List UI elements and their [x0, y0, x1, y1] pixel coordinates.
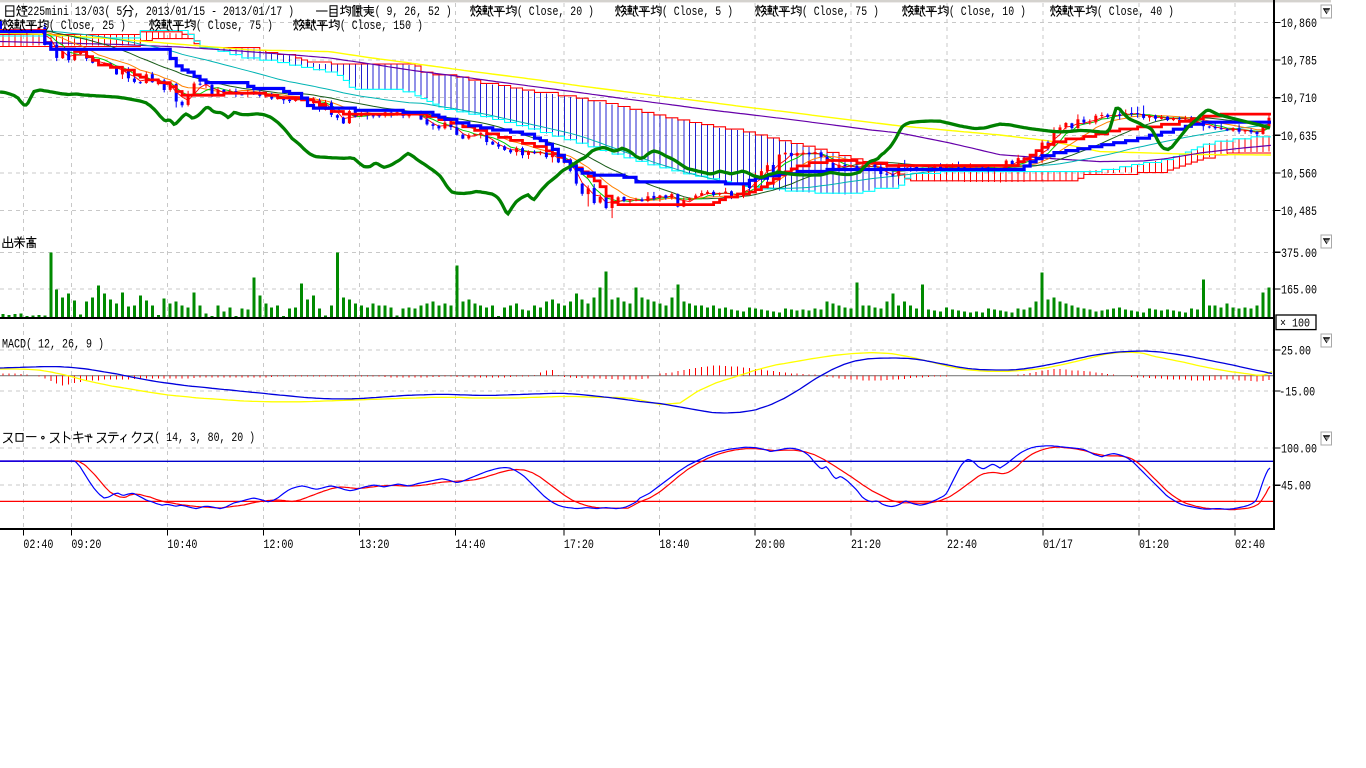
svg-text:10,710: 10,710	[1281, 92, 1317, 106]
svg-text:21:20: 21:20	[851, 538, 881, 552]
svg-text:( Close, 75 ): ( Close, 75 )	[196, 19, 273, 33]
svg-text:10,635: 10,635	[1281, 130, 1317, 144]
svg-text:( Close, 150 ): ( Close, 150 )	[340, 19, 423, 33]
svg-text:375.00: 375.00	[1281, 247, 1317, 261]
svg-text:-15.00: -15.00	[1279, 385, 1315, 399]
svg-text:10,860: 10,860	[1281, 17, 1317, 31]
svg-text:01/17: 01/17	[1043, 538, 1073, 552]
svg-text:MACD( 12, 26, 9 ): MACD( 12, 26, 9 )	[2, 338, 104, 352]
svg-text:13:20: 13:20	[359, 538, 389, 552]
svg-text:165.00: 165.00	[1281, 284, 1317, 298]
svg-text:( Close, 10 ): ( Close, 10 )	[949, 5, 1026, 19]
svg-text:10:40: 10:40	[167, 538, 197, 552]
svg-text:( 9, 26, 52 ): ( 9, 26, 52 )	[375, 5, 452, 19]
svg-text:02:40: 02:40	[23, 538, 53, 552]
svg-text:22:40: 22:40	[947, 538, 977, 552]
svg-text:, 2013/01/15 - 2013/01/17 ): , 2013/01/15 - 2013/01/17 )	[134, 5, 294, 19]
svg-text:45.00: 45.00	[1281, 480, 1311, 494]
svg-text:100.00: 100.00	[1281, 443, 1317, 457]
svg-text:10,560: 10,560	[1281, 167, 1317, 181]
svg-text:10,785: 10,785	[1281, 55, 1317, 69]
svg-text:18:40: 18:40	[659, 538, 689, 552]
svg-text:25.00: 25.00	[1281, 345, 1311, 359]
svg-text:09:20: 09:20	[71, 538, 101, 552]
svg-text:12:00: 12:00	[263, 538, 293, 552]
svg-text:14:40: 14:40	[455, 538, 485, 552]
svg-text:225mini 13/03( 5: 225mini 13/03( 5	[27, 5, 122, 19]
svg-text:× 100: × 100	[1280, 317, 1310, 331]
svg-text:10,485: 10,485	[1281, 205, 1317, 219]
svg-text:( 14, 3, 80, 20 ): ( 14, 3, 80, 20 )	[154, 431, 255, 445]
svg-text:20:00: 20:00	[755, 538, 785, 552]
svg-text:( Close, 5 ): ( Close, 5 )	[662, 5, 733, 19]
svg-text:01:20: 01:20	[1139, 538, 1169, 552]
svg-text:( Close, 40 ): ( Close, 40 )	[1097, 5, 1174, 19]
svg-text:17:20: 17:20	[564, 538, 594, 552]
svg-text:( Close, 25 ): ( Close, 25 )	[49, 19, 126, 33]
svg-text:( Close, 75 ): ( Close, 75 )	[802, 5, 879, 19]
svg-text:( Close, 20 ): ( Close, 20 )	[517, 5, 594, 19]
svg-text:02:40: 02:40	[1235, 538, 1265, 552]
